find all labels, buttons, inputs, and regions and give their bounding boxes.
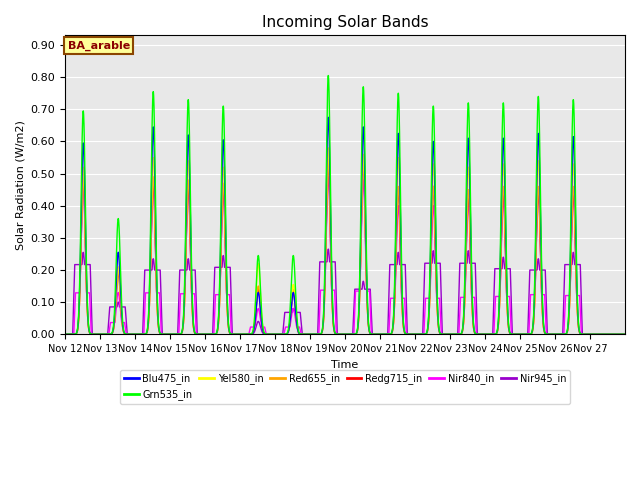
X-axis label: Time: Time <box>332 360 358 370</box>
Title: Incoming Solar Bands: Incoming Solar Bands <box>262 15 428 30</box>
Y-axis label: Solar Radiation (W/m2): Solar Radiation (W/m2) <box>15 120 25 250</box>
Legend: Blu475_in, Grn535_in, Yel580_in, Red655_in, Redg715_in, Nir840_in, Nir945_in: Blu475_in, Grn535_in, Yel580_in, Red655_… <box>120 370 570 404</box>
Text: BA_arable: BA_arable <box>68 41 130 51</box>
